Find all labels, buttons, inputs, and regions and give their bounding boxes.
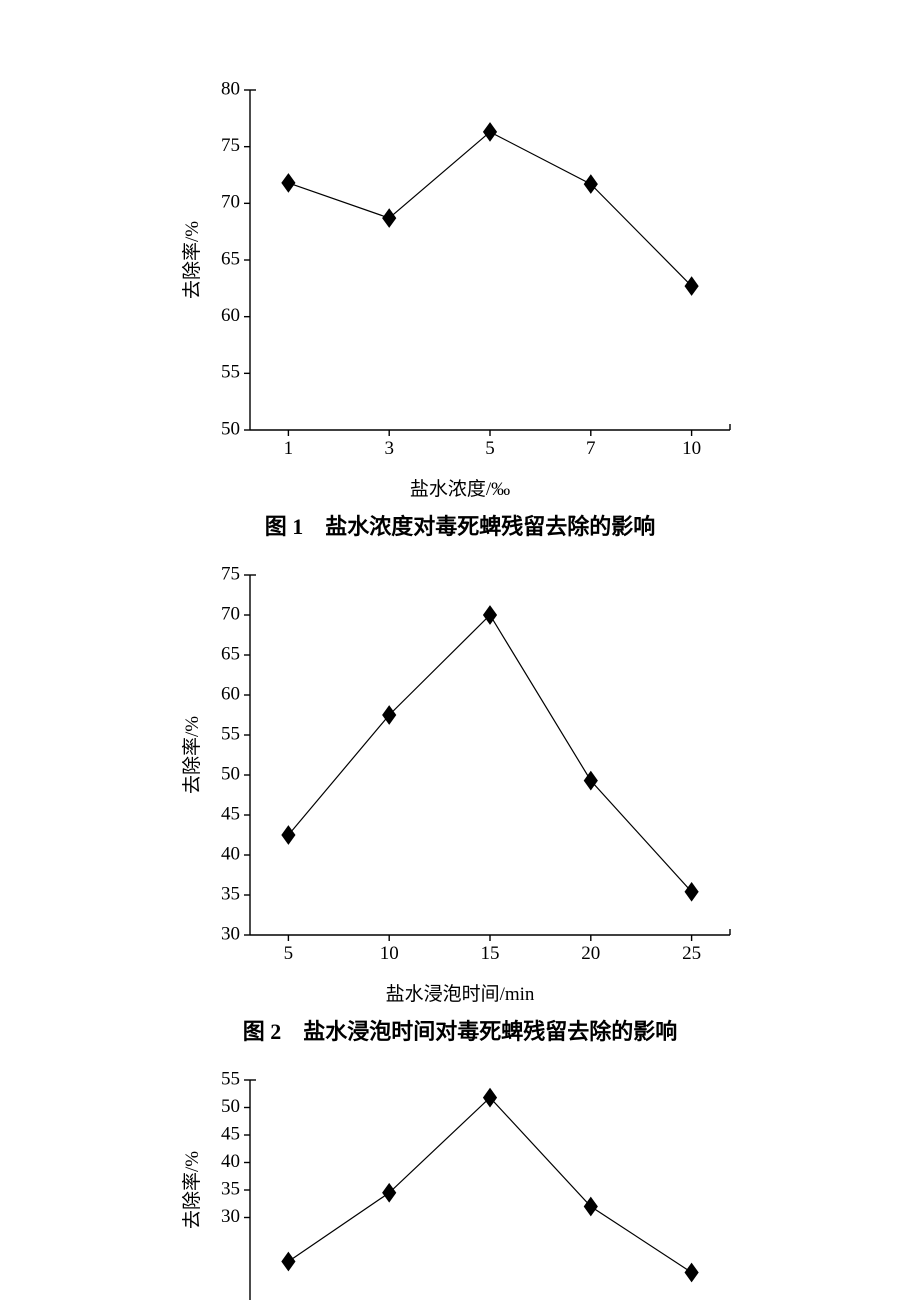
svg-text:5: 5 — [284, 943, 294, 964]
svg-text:去除率/%: 去除率/% — [181, 221, 203, 299]
svg-text:70: 70 — [221, 192, 240, 213]
svg-text:1: 1 — [284, 438, 294, 459]
svg-text:80: 80 — [221, 80, 240, 99]
chart2-block: 30 35 40 45 50 55 60 65 70 75 5 10 15 20 25 去除率/% 盐水浸泡时… — [0, 565, 920, 1070]
chart3-container: 30 35 40 45 50 55 去除率/% — [170, 1070, 750, 1300]
chart3-block: 30 35 40 45 50 55 去除率/% — [0, 1070, 920, 1300]
svg-text:25: 25 — [682, 943, 701, 964]
svg-text:65: 65 — [221, 643, 240, 664]
svg-text:40: 40 — [221, 843, 240, 864]
svg-text:65: 65 — [221, 248, 240, 269]
svg-text:10: 10 — [682, 438, 701, 459]
svg-text:55: 55 — [221, 723, 240, 744]
svg-text:55: 55 — [221, 1070, 240, 1089]
svg-text:3: 3 — [384, 438, 394, 459]
svg-text:10: 10 — [380, 943, 399, 964]
svg-text:35: 35 — [221, 883, 240, 904]
svg-text:20: 20 — [581, 943, 600, 964]
svg-text:45: 45 — [221, 803, 240, 824]
chart2-caption: 图 2 盐水浸泡时间对毒死蜱残留去除的影响 — [243, 1014, 678, 1046]
chart1-xlabel: 盐水浓度/‰ — [170, 474, 750, 501]
svg-text:75: 75 — [221, 565, 240, 584]
svg-text:50: 50 — [221, 763, 240, 784]
svg-text:40: 40 — [221, 1151, 240, 1172]
chart1-caption: 图 1 盐水浓度对毒死蜱残留去除的影响 — [265, 509, 656, 541]
chart1-block: 50 55 60 65 70 75 80 1 3 5 7 10 去除率/% 盐水浓度/‰ 图 1 盐水浓… — [0, 80, 920, 565]
chart2-xlabel: 盐水浸泡时间/min — [170, 979, 750, 1006]
chart1-svg: 50 55 60 65 70 75 80 1 3 5 7 10 去除率/% — [170, 80, 750, 470]
svg-text:去除率/%: 去除率/% — [181, 716, 203, 794]
svg-text:15: 15 — [481, 943, 500, 964]
page-root: 50556065707580135710去除率/% 盐水浓度/‰ 图 1 盐水浓… — [0, 0, 920, 1300]
svg-text:70: 70 — [221, 603, 240, 624]
svg-text:60: 60 — [221, 305, 240, 326]
svg-text:35: 35 — [221, 1178, 240, 1199]
svg-text:30: 30 — [221, 1206, 240, 1227]
svg-text:30: 30 — [221, 923, 240, 944]
chart1-container: 50 55 60 65 70 75 80 1 3 5 7 10 去除率/% 盐水浓度/‰ — [170, 80, 750, 501]
svg-text:75: 75 — [221, 135, 240, 156]
svg-text:55: 55 — [221, 362, 240, 383]
svg-text:5: 5 — [485, 438, 495, 459]
svg-text:7: 7 — [586, 438, 596, 459]
svg-text:50: 50 — [221, 418, 240, 439]
svg-text:50: 50 — [221, 1096, 240, 1117]
svg-text:60: 60 — [221, 683, 240, 704]
chart3-svg: 30 35 40 45 50 55 去除率/% — [170, 1070, 750, 1300]
chart2-svg: 30 35 40 45 50 55 60 65 70 75 5 10 15 20 25 去除率/% — [170, 565, 750, 975]
svg-text:45: 45 — [221, 1123, 240, 1144]
svg-text:去除率/%: 去除率/% — [181, 1151, 203, 1229]
chart2-container: 30 35 40 45 50 55 60 65 70 75 5 10 15 20 25 去除率/% 盐水浸泡时… — [170, 565, 750, 1006]
